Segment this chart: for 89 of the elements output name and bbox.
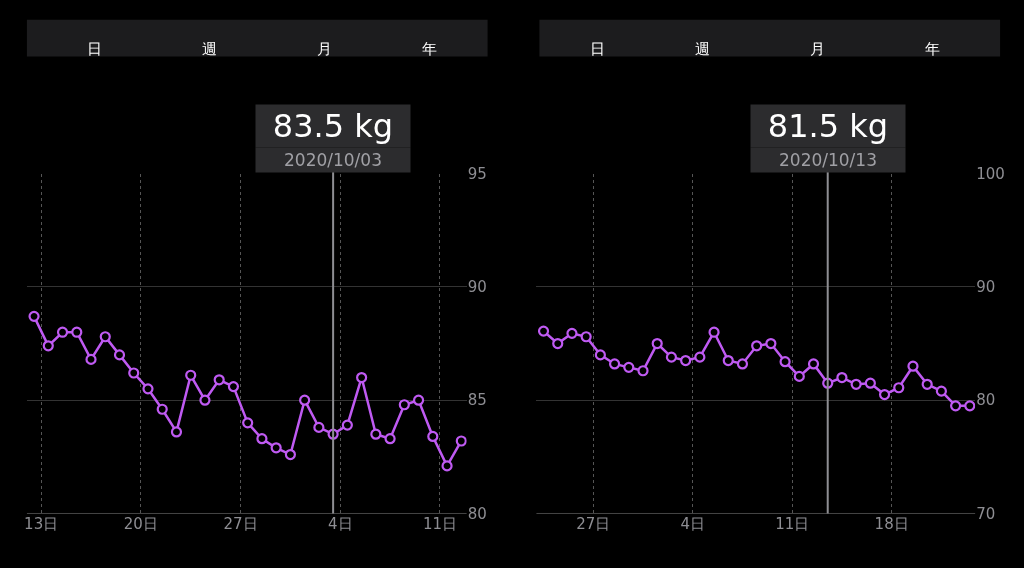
point [694, 351, 706, 363]
point [370, 428, 382, 440]
point [42, 340, 54, 352]
point [580, 331, 592, 343]
point [185, 369, 197, 381]
ref-line-label: 2020/10/13 [779, 150, 877, 170]
point [907, 360, 919, 372]
point [199, 394, 211, 406]
point [950, 400, 962, 412]
point [99, 331, 111, 343]
point [256, 433, 268, 445]
point [608, 358, 621, 370]
x-tick-label: 4日 [680, 515, 706, 534]
text: 週 [695, 40, 710, 58]
point [28, 310, 40, 322]
point [836, 371, 848, 384]
point [341, 419, 353, 431]
x-tick-label: 18日 [874, 515, 909, 534]
point [270, 442, 282, 454]
point [736, 358, 749, 370]
point [793, 370, 805, 382]
text: 月 [317, 40, 332, 58]
y-tick-label: 100 [976, 164, 1005, 183]
y-tick-label: 70 [976, 504, 996, 523]
point [170, 426, 183, 438]
point [665, 351, 678, 363]
text: 83.5 kg [272, 107, 394, 145]
point [864, 377, 876, 389]
point [765, 337, 777, 350]
point [807, 358, 820, 370]
point [441, 460, 453, 472]
point [113, 349, 126, 361]
point [455, 435, 467, 447]
x-tick-label: 20日 [123, 515, 158, 534]
x-tick-label: 4日 [327, 515, 353, 534]
x-tick-label: 27日 [576, 515, 611, 534]
point [878, 388, 891, 401]
point [299, 394, 311, 406]
point [566, 327, 578, 339]
text: 日 [87, 40, 102, 58]
point [56, 326, 69, 338]
point [284, 448, 296, 461]
text: 81.5 kg [767, 107, 889, 145]
point [412, 394, 425, 406]
point [128, 367, 140, 379]
point [356, 371, 368, 384]
point [637, 365, 649, 377]
y-tick-label: 85 [467, 391, 487, 410]
text: 年 [422, 40, 437, 58]
text: 週 [202, 40, 217, 58]
point [850, 378, 862, 390]
point [384, 433, 396, 445]
point [779, 356, 791, 368]
point [651, 337, 663, 350]
point [313, 421, 325, 433]
point [242, 417, 254, 429]
point [85, 353, 97, 366]
y-tick-label: 90 [976, 278, 996, 297]
y-tick-label: 80 [976, 391, 996, 410]
x-tick-label: 13日 [24, 515, 59, 534]
point [921, 378, 933, 390]
x-tick-label: 11日 [775, 515, 810, 534]
point [156, 403, 168, 415]
y-tick-label: 80 [467, 504, 487, 523]
point [708, 326, 720, 338]
point [142, 383, 154, 395]
point [594, 349, 606, 361]
text: 月 [810, 40, 825, 58]
point [537, 325, 550, 337]
text: 日 [590, 40, 605, 58]
point [893, 382, 905, 394]
x-tick-label: 27日 [223, 515, 258, 534]
point [227, 381, 240, 393]
point [722, 354, 734, 367]
point [680, 354, 692, 367]
y-tick-label: 95 [467, 164, 487, 183]
point [398, 399, 410, 411]
point [964, 400, 976, 412]
point [751, 340, 763, 352]
point [213, 374, 225, 386]
point [552, 337, 564, 350]
point [935, 385, 947, 397]
y-tick-label: 90 [467, 278, 487, 297]
point [623, 361, 635, 373]
point [71, 326, 83, 338]
ref-line-label: 2020/10/03 [284, 150, 382, 170]
x-tick-label: 11日 [422, 515, 457, 534]
point [427, 430, 439, 443]
text: 年 [925, 40, 940, 58]
